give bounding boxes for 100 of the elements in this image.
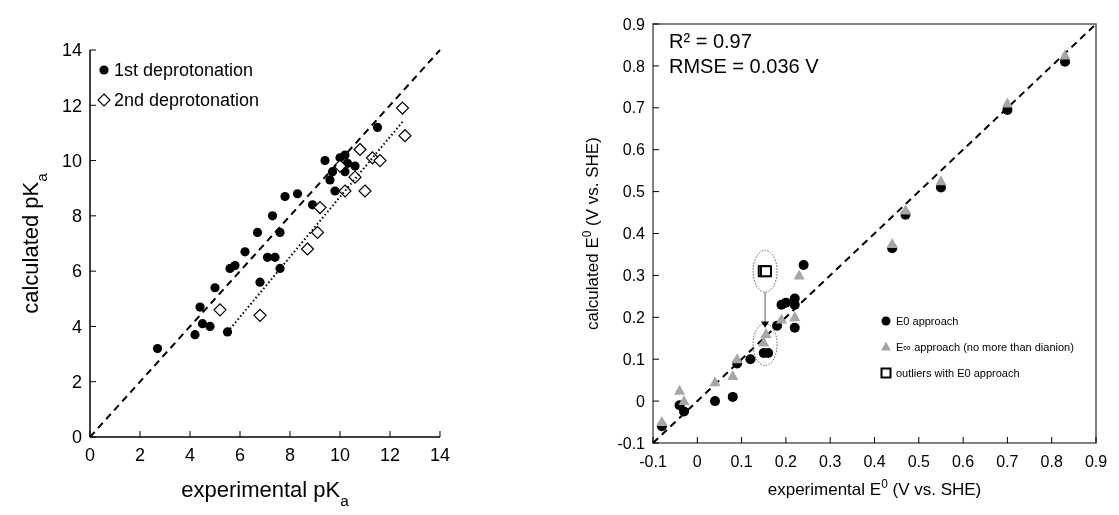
point xyxy=(280,191,290,202)
x-tick-label: 0.5 xyxy=(907,453,931,470)
point xyxy=(320,155,330,166)
point xyxy=(262,252,273,262)
y-tick-label: 0 xyxy=(71,427,82,448)
point xyxy=(197,319,208,329)
point xyxy=(267,211,278,221)
x-tick-label: 0.9 xyxy=(1084,453,1108,470)
x-tick-label: 6 xyxy=(234,445,246,465)
y-tick-label: -0.1 xyxy=(617,434,646,452)
point xyxy=(789,322,800,333)
point xyxy=(330,186,340,196)
annotation: R² = 0.97 xyxy=(669,30,752,52)
legend-label: 2nd deprotonation xyxy=(114,90,260,111)
x-tick-label: 4 xyxy=(184,445,196,465)
point xyxy=(935,175,947,186)
x-tick-label: 0.1 xyxy=(730,453,753,470)
x-tick-label: 10 xyxy=(329,445,351,465)
x-tick-label: 0.6 xyxy=(951,453,975,470)
point xyxy=(1001,97,1013,108)
point xyxy=(313,200,327,215)
point xyxy=(373,153,387,168)
point xyxy=(270,252,280,262)
point xyxy=(300,242,315,256)
point xyxy=(789,311,801,322)
point xyxy=(325,175,335,185)
point xyxy=(252,227,263,238)
point xyxy=(793,269,805,280)
point xyxy=(152,343,163,354)
point xyxy=(213,303,227,317)
point xyxy=(292,189,303,199)
legend-label: E∞ approach (no more than dianion) xyxy=(896,340,1074,353)
x-tick-label: 2 xyxy=(134,445,146,465)
x-tick-label: 8 xyxy=(284,445,296,465)
point xyxy=(727,369,739,380)
y-tick-label: 14 xyxy=(61,40,82,61)
x-tick-label: 0.3 xyxy=(819,453,842,470)
point xyxy=(900,204,912,215)
y-tick-label: 2 xyxy=(71,372,82,393)
point xyxy=(678,395,690,406)
x-tick-label: 12 xyxy=(379,445,401,465)
point xyxy=(205,321,215,332)
y-tick-label: 0 xyxy=(636,392,646,410)
x-tick-label: 14 xyxy=(429,445,451,465)
x-tick-label: 0.4 xyxy=(863,453,886,470)
point xyxy=(886,237,898,248)
point xyxy=(210,283,220,293)
point xyxy=(656,416,668,427)
x-axis-title: experimental pK$_{a}$ xyxy=(181,477,350,509)
y-tick-label: 0.4 xyxy=(622,225,646,243)
point xyxy=(1059,49,1071,60)
y-tick-label: 0.7 xyxy=(622,99,646,117)
point xyxy=(780,297,791,308)
point xyxy=(674,384,686,395)
point xyxy=(255,277,265,287)
point xyxy=(710,396,721,407)
x-tick-label: 0 xyxy=(692,453,702,470)
annotation: RMSE = 0.036 V xyxy=(669,55,820,77)
point xyxy=(727,391,738,402)
x-axis-title: experimental E$^{0}$ (V vs. SHE) xyxy=(767,477,982,499)
legend-label: outliers with E0 approach xyxy=(896,366,1020,379)
point xyxy=(240,247,250,257)
y-tick-label: 0.6 xyxy=(622,141,646,159)
x-tick-label: 0.2 xyxy=(774,453,798,470)
point xyxy=(745,354,756,365)
point xyxy=(327,167,338,177)
x-tick-label: 0.8 xyxy=(1040,453,1063,470)
x-tick-label: 0 xyxy=(84,445,96,465)
point xyxy=(798,259,809,270)
y-tick-label: 10 xyxy=(61,150,82,171)
y-tick-label: 8 xyxy=(71,206,82,227)
point xyxy=(190,330,200,340)
y-tick-label: 4 xyxy=(71,316,82,337)
point xyxy=(253,308,267,322)
point xyxy=(709,376,721,387)
legend-label: 1st deprotonation xyxy=(114,60,254,81)
point xyxy=(760,328,772,339)
y-tick-label: 0.1 xyxy=(622,350,646,368)
y-tick-label: 0.5 xyxy=(622,183,646,201)
legend-label: E0 approach xyxy=(896,314,959,327)
point xyxy=(679,406,690,417)
point xyxy=(775,313,787,324)
point xyxy=(358,184,372,198)
y-tick-label: 0.9 xyxy=(622,15,646,33)
y-tick-label: 0.2 xyxy=(622,308,646,326)
x-tick-label: 0.7 xyxy=(996,453,1019,470)
x-tick-label: -0.1 xyxy=(639,453,667,470)
y-tick-label: 0.3 xyxy=(622,267,646,284)
point xyxy=(195,302,205,312)
point xyxy=(395,101,410,115)
y-tick-label: 6 xyxy=(71,261,82,282)
point xyxy=(372,122,383,132)
point xyxy=(230,261,240,271)
point xyxy=(353,142,367,157)
point xyxy=(731,353,743,364)
point xyxy=(310,225,325,240)
point xyxy=(398,129,412,143)
point xyxy=(350,161,360,171)
y-tick-label: 0.8 xyxy=(622,57,646,75)
y-tick-label: 12 xyxy=(61,95,82,116)
